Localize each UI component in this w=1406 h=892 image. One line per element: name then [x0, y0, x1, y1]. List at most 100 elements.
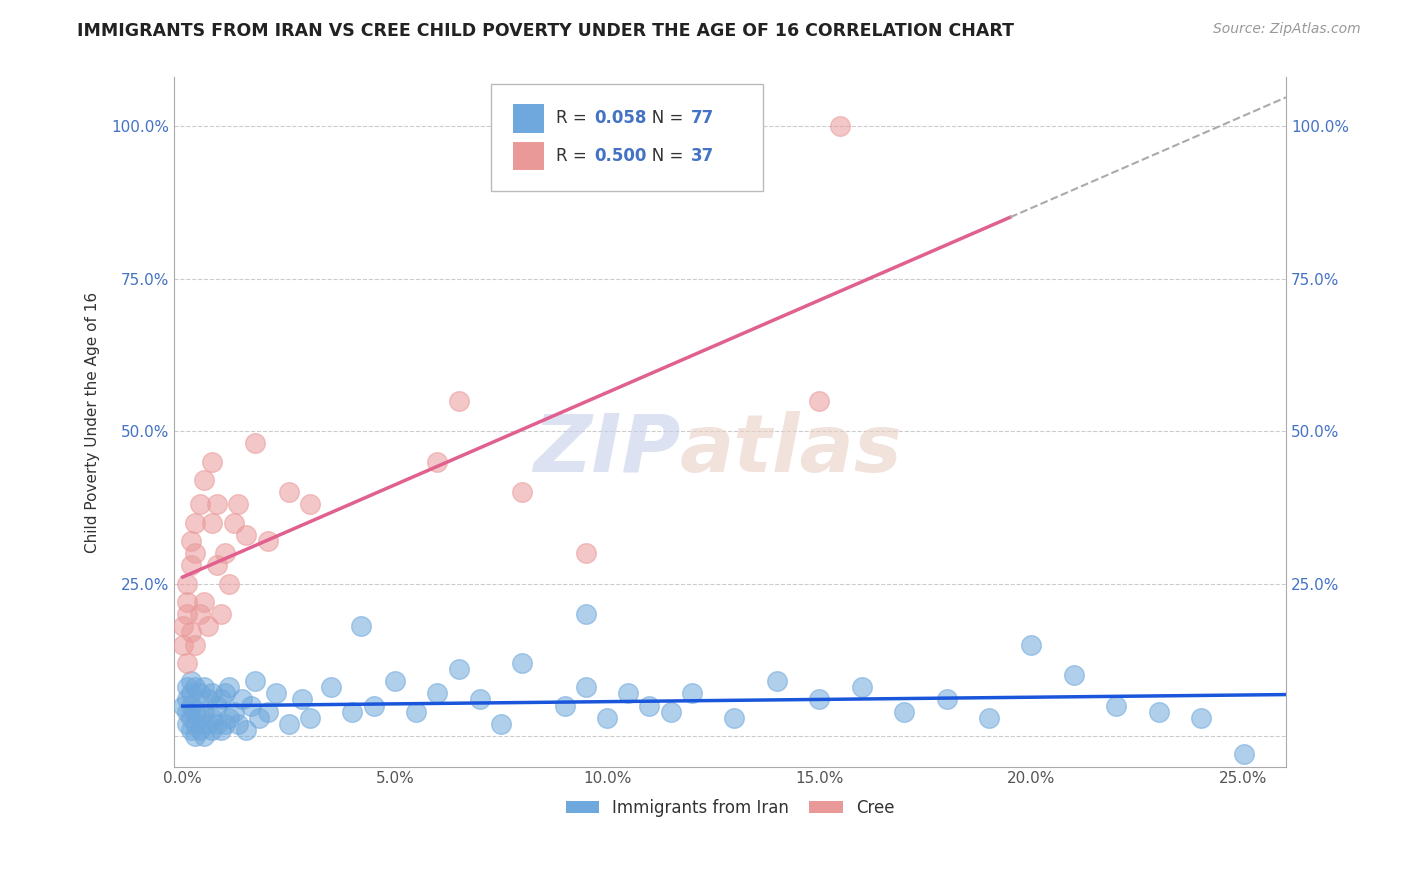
Point — [209, 723, 232, 737]
Point — [188, 686, 211, 700]
Point — [235, 723, 257, 737]
Point — [193, 680, 215, 694]
Text: 0.500: 0.500 — [595, 147, 647, 165]
Point — [201, 516, 224, 530]
Point — [342, 705, 364, 719]
Point — [384, 674, 406, 689]
Point — [1232, 747, 1254, 762]
Point — [222, 705, 245, 719]
Point — [209, 692, 232, 706]
FancyBboxPatch shape — [491, 85, 763, 191]
Point — [172, 638, 194, 652]
Point — [197, 717, 219, 731]
Point — [193, 729, 215, 743]
Point — [1147, 705, 1170, 719]
Text: 77: 77 — [692, 109, 714, 127]
Point — [681, 686, 703, 700]
Point — [176, 717, 198, 731]
Point — [575, 680, 598, 694]
Point — [723, 711, 745, 725]
Point — [977, 711, 1000, 725]
Point — [256, 533, 278, 548]
Point — [243, 674, 266, 689]
Point — [172, 698, 194, 713]
Text: Source: ZipAtlas.com: Source: ZipAtlas.com — [1213, 22, 1361, 37]
Point — [180, 686, 202, 700]
Point — [659, 705, 682, 719]
Point — [201, 455, 224, 469]
Point — [554, 698, 576, 713]
Point — [226, 717, 249, 731]
Text: 37: 37 — [692, 147, 714, 165]
Point — [184, 516, 207, 530]
Point — [239, 698, 262, 713]
Point — [205, 558, 228, 573]
Point — [205, 717, 228, 731]
Point — [290, 692, 312, 706]
Text: N =: N = — [636, 147, 689, 165]
Point — [205, 497, 228, 511]
Point — [188, 607, 211, 621]
Bar — [513, 142, 544, 170]
Point — [197, 619, 219, 633]
Point — [218, 680, 240, 694]
Point — [808, 393, 831, 408]
Point — [321, 680, 343, 694]
Text: R =: R = — [555, 147, 592, 165]
Point — [180, 558, 202, 573]
Point — [510, 656, 533, 670]
Legend: Immigrants from Iran, Cree: Immigrants from Iran, Cree — [560, 792, 901, 823]
Point — [180, 698, 202, 713]
Point — [184, 705, 207, 719]
Point — [188, 711, 211, 725]
Point — [1105, 698, 1128, 713]
Point — [808, 692, 831, 706]
Point — [176, 680, 198, 694]
Point — [426, 455, 449, 469]
Point — [256, 705, 278, 719]
Point — [830, 120, 852, 134]
Text: IMMIGRANTS FROM IRAN VS CREE CHILD POVERTY UNDER THE AGE OF 16 CORRELATION CHART: IMMIGRANTS FROM IRAN VS CREE CHILD POVER… — [77, 22, 1014, 40]
Point — [264, 686, 287, 700]
Point — [575, 607, 598, 621]
Point — [765, 674, 787, 689]
Text: atlas: atlas — [681, 410, 903, 489]
Y-axis label: Child Poverty Under the Age of 16: Child Poverty Under the Age of 16 — [86, 292, 100, 552]
Point — [184, 717, 207, 731]
Point — [935, 692, 957, 706]
Text: ZIP: ZIP — [533, 410, 681, 489]
Point — [447, 393, 470, 408]
Point — [214, 546, 236, 560]
Point — [299, 497, 322, 511]
Point — [893, 705, 915, 719]
Point — [1021, 638, 1043, 652]
Point — [218, 576, 240, 591]
Point — [176, 595, 198, 609]
Point — [218, 711, 240, 725]
Point — [184, 546, 207, 560]
Text: N =: N = — [636, 109, 689, 127]
Point — [176, 607, 198, 621]
Point — [638, 698, 661, 713]
Point — [350, 619, 373, 633]
Point — [176, 656, 198, 670]
Bar — [513, 103, 544, 133]
Point — [193, 705, 215, 719]
Point — [575, 546, 598, 560]
Point — [226, 497, 249, 511]
Point — [193, 473, 215, 487]
Point — [184, 729, 207, 743]
Point — [299, 711, 322, 725]
Point — [172, 619, 194, 633]
Point — [209, 607, 232, 621]
Point — [176, 705, 198, 719]
Point — [235, 528, 257, 542]
Point — [231, 692, 253, 706]
Point — [205, 698, 228, 713]
Point — [201, 686, 224, 700]
Point — [201, 711, 224, 725]
Point — [405, 705, 427, 719]
Point — [180, 533, 202, 548]
Point — [468, 692, 491, 706]
Point — [188, 497, 211, 511]
